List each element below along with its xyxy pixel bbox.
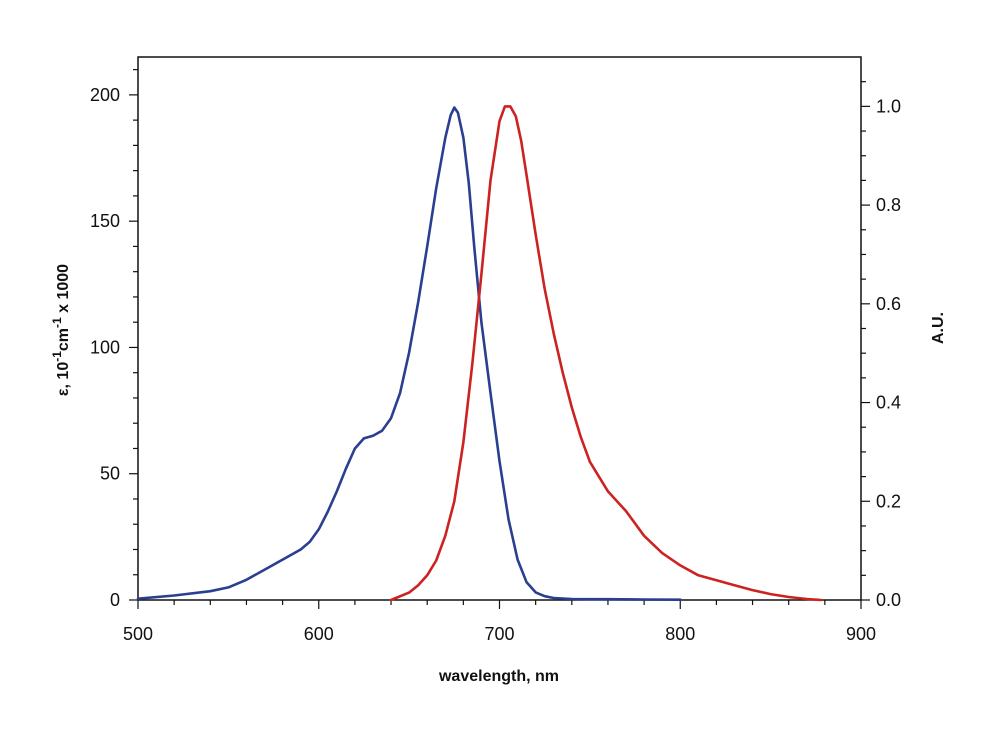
y-axis-right-title: A.U.: [930, 312, 947, 344]
x-tick-label: 500: [123, 624, 153, 644]
y-left-tick-label: 150: [90, 211, 120, 231]
y-left-title-mid: cm: [55, 328, 72, 351]
ticks: 500 600 700 800 900 0 50 100 150 200 0.0 0.2 0.4 0.6 0…: [90, 69, 901, 644]
y-right-tick-label: 0.8: [876, 195, 901, 215]
x-axis-title: wavelength, nm: [438, 668, 559, 685]
x-tick-label: 900: [846, 624, 876, 644]
x-tick-label: 800: [665, 624, 695, 644]
y-axis-left-title: ε, 10-1cm-1 x 1000: [50, 264, 72, 396]
y-right-tick-label: 0.0: [876, 590, 901, 610]
y-left-title-sup2: -1: [50, 317, 64, 328]
y-left-tick-label: 100: [90, 337, 120, 357]
y-right-tick-label: 0.6: [876, 294, 901, 314]
y-left-tick-label: 50: [100, 464, 120, 484]
y-left-tick-label: 200: [90, 85, 120, 105]
y-left-tick-label: 0: [110, 590, 120, 610]
x-tick-label: 600: [304, 624, 334, 644]
y-right-tick-label: 0.4: [876, 393, 901, 413]
plot-frame: [137, 56, 862, 601]
emission-series-line: [389, 105, 823, 602]
series: [136, 105, 823, 602]
y-left-title-sup1: -1: [50, 351, 64, 362]
y-right-tick-label: 1.0: [876, 96, 901, 116]
y-left-title-tail: x 1000: [55, 264, 72, 317]
absorbance-series-line: [136, 106, 682, 601]
y-left-title-base: ε, 10: [55, 362, 72, 396]
x-tick-label: 700: [484, 624, 514, 644]
y-right-tick-label: 0.2: [876, 491, 901, 511]
